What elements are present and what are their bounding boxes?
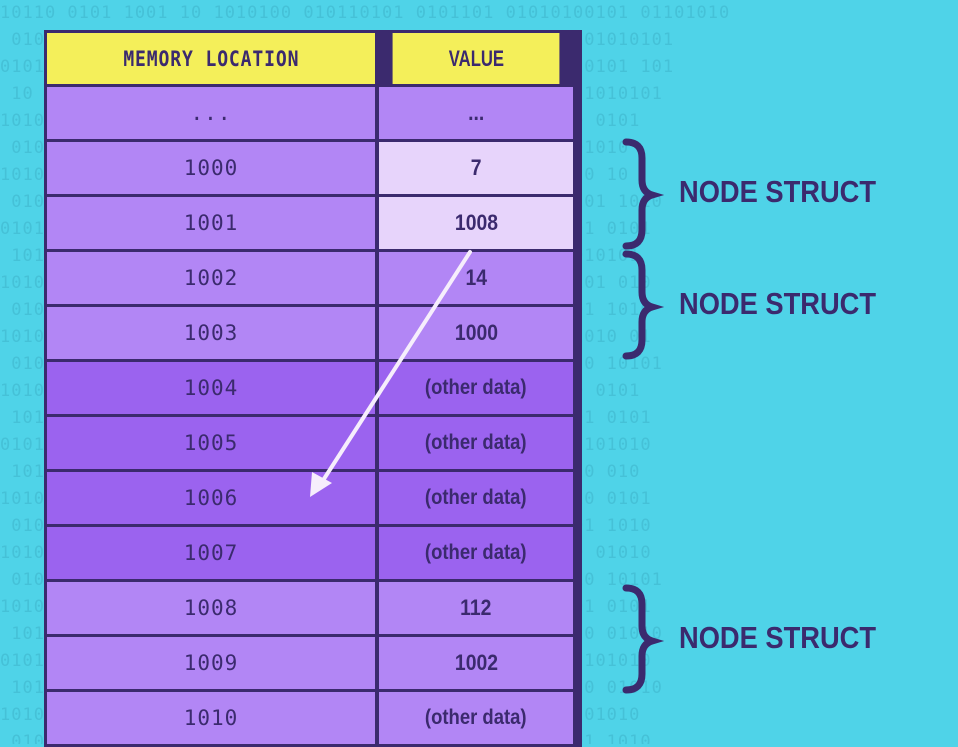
table-row: 1004 (other data) — [47, 362, 579, 417]
table-row: 1001 1008 — [47, 197, 579, 252]
table-row: 1006 (other data) — [47, 472, 579, 527]
value-cell: ... — [379, 87, 573, 139]
value-cell: 1000 — [379, 307, 573, 359]
value-cell: (other data) — [379, 692, 573, 744]
memory-location-cell: 1000 — [47, 142, 379, 194]
table-row: 1000 7 — [47, 142, 579, 197]
header-value: VALUE — [392, 33, 560, 84]
value-cell: (other data) — [379, 362, 573, 414]
table-row: 1010 (other data) — [47, 692, 579, 747]
table-header-row: MEMORY LOCATION VALUE — [47, 33, 579, 87]
memory-location-cell: 1005 — [47, 417, 379, 469]
value-cell: (other data) — [379, 527, 573, 579]
table-row: 1002 14 — [47, 252, 579, 307]
table-row: 1007 (other data) — [47, 527, 579, 582]
memory-table: MEMORY LOCATION VALUE ...... 1000 7 1001 100… — [44, 30, 582, 747]
memory-location-cell: 1001 — [47, 197, 379, 249]
memory-location-cell: 1007 — [47, 527, 379, 579]
node-struct-label-1: NODE STRUCT — [679, 174, 877, 209]
table-row: 1008 112 — [47, 582, 579, 637]
brace-1 — [622, 138, 665, 250]
memory-location-cell: 1002 — [47, 252, 379, 304]
value-cell: 14 — [379, 252, 573, 304]
table-row: 1009 1002 — [47, 637, 579, 692]
brace-2 — [622, 250, 665, 360]
memory-location-cell: ... — [47, 87, 379, 139]
value-cell: 7 — [379, 142, 573, 194]
table-row: 1003 1000 — [47, 307, 579, 362]
brace-3 — [622, 584, 665, 694]
table-row: ...... — [47, 87, 579, 142]
node-struct-label-3: NODE STRUCT — [679, 620, 877, 655]
header-memory-location: MEMORY LOCATION — [47, 33, 379, 84]
table-body: ...... 1000 7 1001 1008 1002 14 1003 1000 1004 (ot… — [47, 87, 579, 747]
value-cell: (other data) — [379, 472, 573, 524]
value-cell: 1008 — [379, 197, 573, 249]
memory-location-cell: 1003 — [47, 307, 379, 359]
value-cell: 112 — [379, 582, 573, 634]
memory-location-cell: 1009 — [47, 637, 379, 689]
table-row: 1005 (other data) — [47, 417, 579, 472]
pointer-arrow — [310, 250, 472, 497]
memory-location-cell: 1010 — [47, 692, 379, 744]
node-struct-label-2: NODE STRUCT — [679, 286, 877, 321]
value-cell: (other data) — [379, 417, 573, 469]
value-cell: 1002 — [379, 637, 573, 689]
memory-location-cell: 1008 — [47, 582, 379, 634]
memory-location-cell: 1004 — [47, 362, 379, 414]
